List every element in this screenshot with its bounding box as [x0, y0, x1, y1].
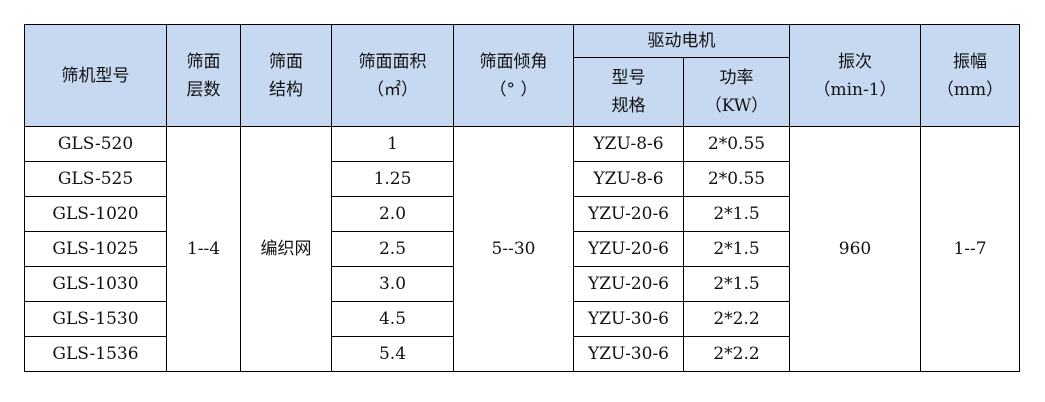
cell-structure: 编织网	[240, 126, 332, 372]
cell-angle: 5--30	[453, 126, 574, 372]
h: 功率	[719, 68, 754, 88]
table-row: GLS-525 1.25 YZU-8-6 2*0.55	[24, 161, 1020, 197]
cell-freq: 960	[789, 126, 921, 372]
header-power: 功率 （KW）	[683, 57, 790, 127]
table-row: GLS-1025 2.5 YZU-20-6 2*1.5	[24, 231, 1020, 267]
cell-model: GLS-1030	[24, 266, 167, 302]
header-layers: 筛面 层数	[166, 24, 241, 127]
header-freq: 振次 （min-1）	[789, 24, 921, 127]
cell-area: 1	[331, 126, 454, 162]
table-row: GLS-1030 3.0 YZU-20-6 2*1.5	[24, 266, 1020, 302]
h: 层数	[186, 79, 221, 100]
h: 筛面	[186, 51, 221, 72]
cell-motor-model: YZU-20-6	[573, 196, 684, 232]
h: 振次	[838, 51, 872, 72]
cell-model: GLS-520	[24, 126, 167, 162]
header-model: 筛机型号	[24, 24, 167, 127]
cell-motor-model: YZU-8-6	[573, 126, 684, 162]
cell-motor-model: YZU-30-6	[573, 336, 684, 372]
h: （KW）	[704, 96, 769, 116]
table-row: GLS-520 1--4 编织网 1 5--30 YZU-8-6 2*0.55 960 1--7	[24, 126, 1020, 372]
cell-area: 2.0	[331, 196, 454, 232]
h: 型号	[611, 68, 646, 88]
h: 规格	[611, 96, 646, 116]
cell-area: 4.5	[331, 301, 454, 337]
cell-power: 2*2.2	[683, 336, 790, 372]
cell-motor-model: YZU-20-6	[573, 231, 684, 267]
cell-area: 1.25	[331, 161, 454, 197]
header-motor: 驱动电机	[573, 24, 790, 58]
cell-area: 5.4	[331, 336, 454, 372]
h: （° ）	[489, 79, 538, 100]
spec-table: 筛机型号 筛面层数 筛面结构 筛面面积 （㎡） 筛面倾角 （° ） 驱动电机 振次 （…	[24, 24, 1020, 372]
h: 结构	[269, 79, 303, 100]
header-motor-model: 型号 规格	[573, 57, 684, 127]
h: 振幅	[953, 51, 987, 72]
cell-power: 2*1.5	[683, 266, 790, 302]
table-row: GLS-1536 5.4 YZU-30-6 2*2.2	[24, 336, 1020, 372]
table-row: GLS-1020 2.0 YZU-20-6 2*1.5	[24, 196, 1020, 232]
cell-power: 2*1.5	[683, 231, 790, 267]
cell-model: GLS-1020	[24, 196, 167, 232]
cell-area: 3.0	[331, 266, 454, 302]
cell-power: 2*1.5	[683, 196, 790, 232]
cell-amp: 1--7	[920, 126, 1020, 372]
table-row: GLS-1530 4.5 YZU-30-6 2*2.2	[24, 301, 1020, 337]
cell-area: 2.5	[331, 231, 454, 267]
cell-motor-model: YZU-8-6	[573, 161, 684, 197]
cell-motor-model: YZU-20-6	[573, 266, 684, 302]
h: （min-1）	[813, 79, 897, 100]
h: 筛面倾角	[479, 51, 548, 72]
cell-layers: 1--4	[166, 126, 241, 372]
cell-power: 2*0.55	[683, 161, 790, 197]
cell-power: 2*0.55	[683, 126, 790, 162]
header-structure: 筛面 结构	[240, 24, 332, 127]
h: （㎡）	[367, 79, 418, 100]
cell-model: GLS-525	[24, 161, 167, 197]
header-area: 筛面面积 （㎡）	[331, 24, 454, 127]
cell-model: GLS-1530	[24, 301, 167, 337]
cell-motor-model: YZU-30-6	[573, 301, 684, 337]
h: （mm）	[936, 79, 1004, 100]
cell-model: GLS-1536	[24, 336, 167, 372]
header-angle: 筛面倾角 （° ）	[453, 24, 574, 127]
h: 筛面	[269, 51, 303, 72]
cell-power: 2*2.2	[683, 301, 790, 337]
h: 筛面面积	[358, 51, 427, 72]
header-amp: 振幅 （mm）	[920, 24, 1020, 127]
cell-model: GLS-1025	[24, 231, 167, 267]
